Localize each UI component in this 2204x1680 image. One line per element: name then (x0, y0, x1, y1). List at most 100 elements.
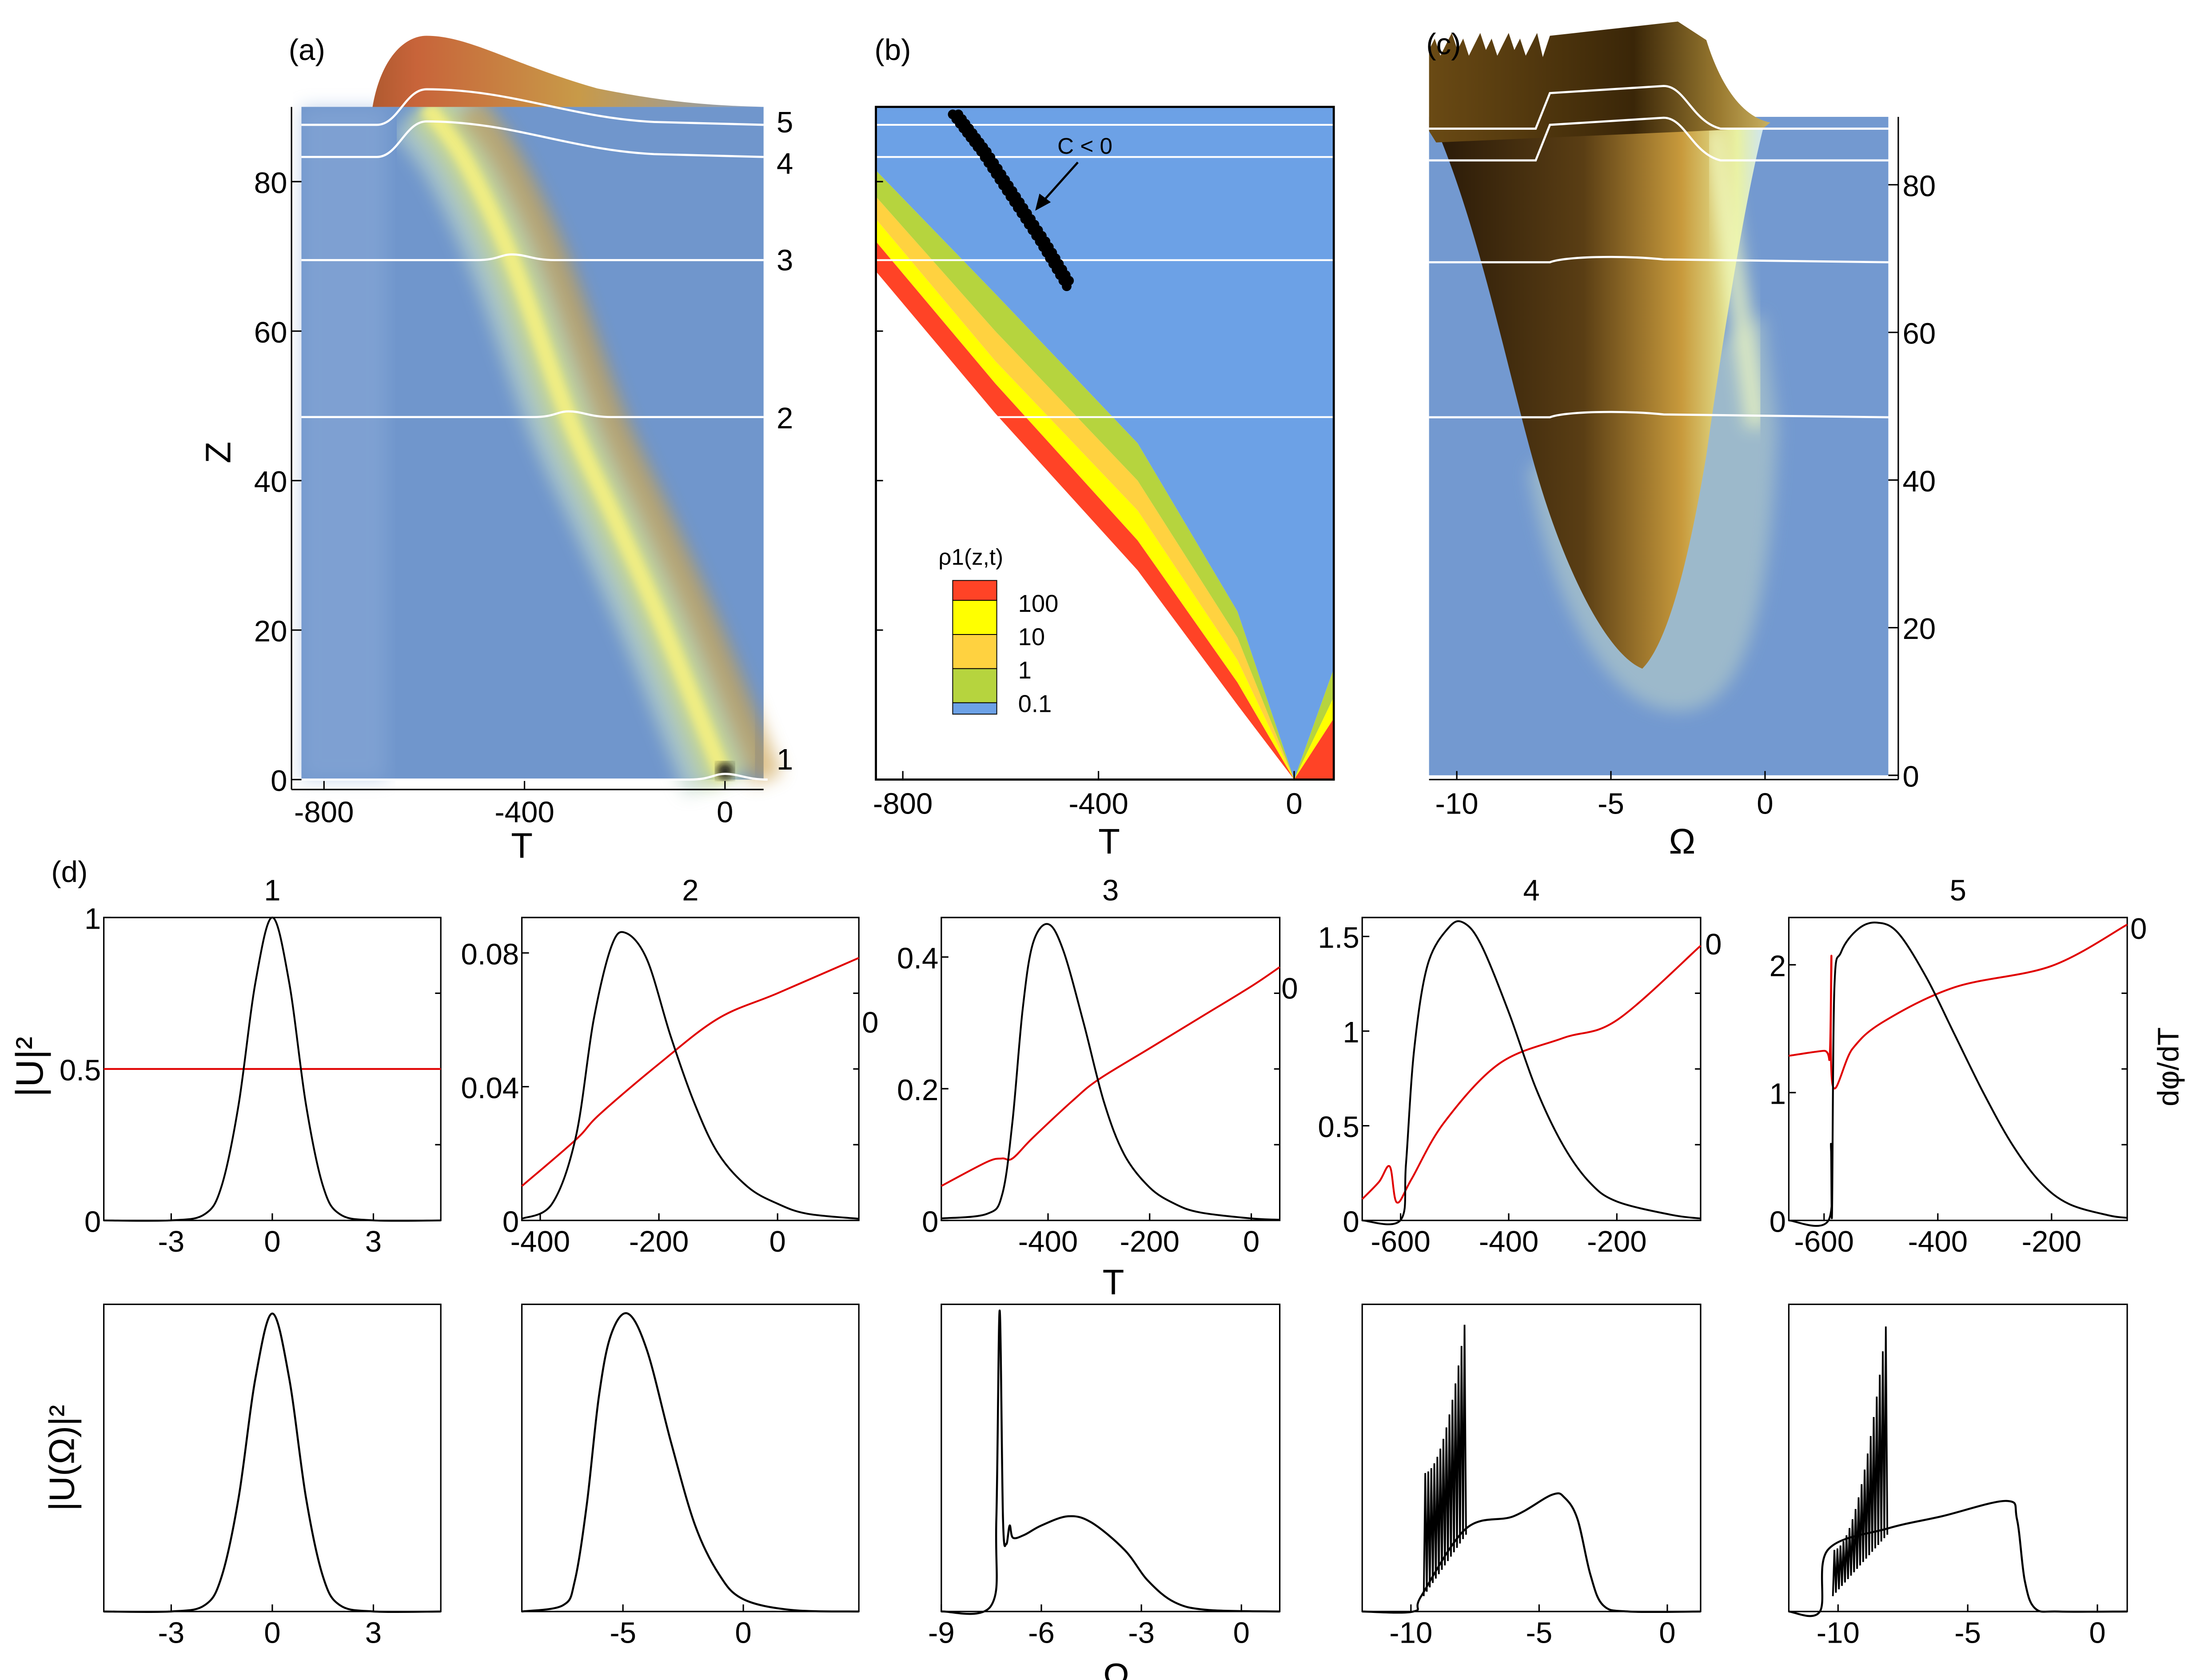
legend-swatch (952, 702, 997, 715)
legend-swatch (952, 634, 997, 669)
legend-label: 0.1 (1018, 690, 1052, 717)
spectrum-oscillation (1423, 1325, 1467, 1596)
contour-wedge (1294, 668, 1334, 780)
y-tick-label: 1 (1770, 1077, 1786, 1111)
slice-label-4: 4 (777, 147, 793, 180)
surface-top (1429, 21, 1770, 143)
x-axis-label: T (1098, 822, 1120, 861)
y-tick-label: 0.08 (461, 938, 519, 971)
y-tick-label: 0 (1902, 760, 1919, 793)
slice-line (1429, 411, 1889, 419)
legend-label: 100 (1018, 590, 1059, 617)
level-region-below-0.1 (876, 107, 1334, 780)
spectrum-line (1362, 1492, 1701, 1614)
spectrum-bright-edge (1703, 127, 1766, 428)
x-tick-label: -200 (2022, 1225, 2082, 1258)
slice-label-1: 1 (777, 743, 793, 776)
x-tick-label: -400 (1068, 787, 1128, 820)
spectrum-oscillation (1832, 1326, 1889, 1596)
x-tick-label: 0 (1233, 1616, 1250, 1649)
x-tick-label: 0 (264, 1225, 280, 1258)
subplot-frame (521, 917, 860, 1221)
x-tick-label: 0 (1243, 1225, 1259, 1258)
right-tick-label: 0 (1705, 928, 1722, 961)
legend-swatch (952, 600, 997, 635)
y-axis-label-phase: dφ/dT (2152, 1027, 2185, 1106)
x-tick-label: 0 (1286, 787, 1302, 820)
x-tick-label: -5 (1954, 1616, 1981, 1649)
panel-label-d: (d) (51, 855, 88, 889)
x-tick-label: 3 (365, 1225, 382, 1258)
x-tick-label: -200 (1120, 1225, 1180, 1258)
phase-derivative-line (1789, 924, 2128, 1089)
x-tick-label: -3 (1128, 1616, 1155, 1649)
peak-band-core (419, 102, 733, 783)
subplot-title: 4 (1523, 874, 1539, 907)
y-tick-label: 0 (1343, 1205, 1359, 1238)
slice-line-5 (301, 88, 764, 126)
arrow-head-icon (1035, 193, 1051, 211)
slice-label-5: 5 (777, 106, 793, 139)
panel-label-a: (a) (289, 33, 325, 67)
y-tick-label: 80 (1902, 169, 1936, 203)
subplot-frame (103, 1303, 442, 1612)
x-tick-label: 3 (365, 1616, 382, 1649)
intensity-line (521, 931, 859, 1220)
x-tick-label: -800 (294, 795, 354, 829)
x-tick-label: -3 (158, 1225, 184, 1258)
intensity-line (1362, 920, 1701, 1225)
y-axis-label-spectrum: |U(Ω)|² (42, 1405, 81, 1511)
slice-label-2: 2 (777, 402, 793, 435)
legend-swatch (952, 668, 997, 703)
x-tick-label: -400 (1479, 1225, 1539, 1258)
panel-label-c: (c) (1426, 28, 1461, 61)
subplot-title: 3 (1102, 874, 1119, 907)
spectrum-line (1789, 1500, 2128, 1617)
x-tick-label: 0 (735, 1616, 751, 1649)
right-tick-label: 0 (2130, 912, 2147, 946)
subplot-title: 1 (264, 874, 280, 907)
slice-line (1429, 85, 1889, 130)
subplot-frame (941, 917, 1281, 1221)
y-tick-label: 0 (84, 1205, 101, 1238)
x-axis-label-T: T (1103, 1262, 1124, 1302)
y-tick-label: 0.4 (897, 942, 938, 975)
y-axis-label: Z (199, 442, 238, 463)
phase-derivative-line (1361, 945, 1702, 1204)
y-tick-label: 1 (1343, 1016, 1359, 1049)
x-tick-label: 0 (2089, 1616, 2105, 1649)
x-axis-label: T (511, 826, 533, 866)
negative-c-point (1062, 281, 1072, 291)
panel-c: 0 20 40 60 80 -10 -5 0 Ω (1429, 21, 1936, 861)
legend-title: ρ1(z,t) (938, 544, 1003, 570)
y-tick-label: 40 (254, 465, 287, 499)
intensity-line (941, 923, 1280, 1221)
contour-level-100 (876, 241, 1295, 780)
y-tick-label: 20 (1902, 612, 1936, 646)
y-tick-label: 60 (254, 316, 287, 349)
subplot-title: 5 (1950, 874, 1966, 907)
x-tick-label: 0 (1757, 787, 1773, 820)
x-tick-label: -200 (1587, 1225, 1647, 1258)
plot-frame (875, 106, 1335, 781)
intensity-line (104, 916, 441, 1222)
y-tick-label: 2 (1770, 950, 1786, 983)
y-tick-label: 40 (1902, 465, 1936, 498)
subplot-title: 2 (682, 874, 698, 907)
y-tick-label: 0 (502, 1205, 519, 1238)
x-tick-label: -3 (158, 1616, 184, 1649)
peak-origin (716, 762, 734, 780)
x-tick-label: 0 (264, 1616, 280, 1649)
y-tick-label: 0 (271, 764, 287, 798)
right-tick-label: 0 (1281, 972, 1298, 1005)
slice-label-3: 3 (777, 244, 793, 277)
legend-label: 10 (1018, 623, 1045, 650)
contour-wedge (1294, 718, 1334, 780)
annotation-arrow (1041, 161, 1079, 203)
contour-level-0.1 (876, 170, 1295, 780)
y-tick-label: 20 (254, 615, 287, 648)
y-tick-label: 60 (1902, 317, 1936, 351)
x-tick-label: -400 (494, 795, 554, 829)
y-tick-label: 1.5 (1318, 921, 1359, 954)
